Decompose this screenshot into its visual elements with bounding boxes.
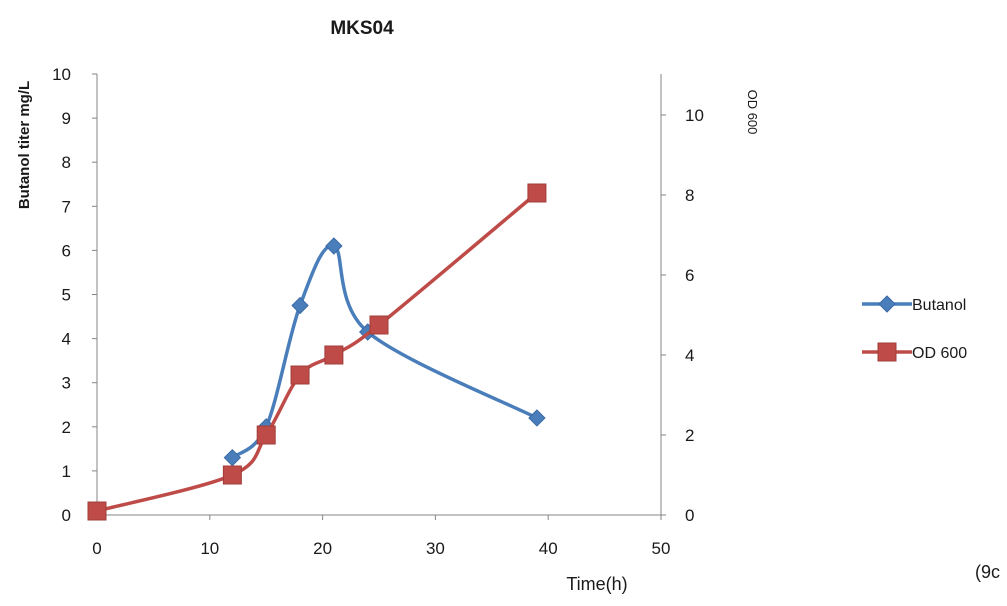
y2-tick-label: 8 bbox=[685, 186, 694, 205]
y2-axis-label: OD 600 bbox=[745, 90, 760, 135]
data-point-square bbox=[87, 501, 107, 521]
y-tick-label: 4 bbox=[62, 330, 71, 349]
y2-tick-label: 0 bbox=[685, 506, 694, 525]
legend-marker bbox=[877, 342, 897, 362]
y-tick-label: 7 bbox=[62, 197, 71, 216]
y2-tick-label: 10 bbox=[685, 106, 704, 125]
data-point-diamond bbox=[325, 237, 343, 255]
y-tick-label: 6 bbox=[62, 241, 71, 260]
x-tick-label: 0 bbox=[92, 539, 101, 558]
data-point-diamond bbox=[528, 409, 546, 427]
legend-item: Butanol bbox=[862, 295, 966, 314]
y-tick-label: 10 bbox=[52, 65, 71, 84]
x-tick-label: 40 bbox=[539, 539, 558, 558]
legend-label: Butanol bbox=[912, 297, 966, 314]
legend: Butanol OD 600 bbox=[862, 295, 967, 362]
series-od600 bbox=[87, 183, 547, 521]
y-tick-label: 2 bbox=[62, 418, 71, 437]
data-point-square bbox=[527, 183, 547, 203]
y2-tick-label: 4 bbox=[685, 346, 694, 365]
data-point-square bbox=[222, 465, 242, 485]
series-line bbox=[231, 244, 538, 460]
y2-tick-label: 6 bbox=[685, 266, 694, 285]
x-tick-label: 50 bbox=[652, 539, 671, 558]
x-axis-label: Time(h) bbox=[566, 574, 627, 594]
data-point-square bbox=[290, 365, 310, 385]
data-point-square bbox=[324, 345, 344, 365]
y-tick-label: 3 bbox=[62, 374, 71, 393]
data-point-diamond bbox=[291, 296, 309, 315]
y-tick-label: 9 bbox=[62, 109, 71, 128]
data-point-diamond bbox=[223, 448, 242, 467]
y-tick-label: 5 bbox=[62, 286, 71, 305]
y-tick-label: 1 bbox=[62, 462, 71, 481]
y-tick-label: 0 bbox=[62, 506, 71, 525]
series-line bbox=[96, 191, 539, 513]
y-tick-label: 8 bbox=[62, 153, 71, 172]
annotation-text: (9c bbox=[975, 562, 1000, 582]
data-point-square bbox=[369, 315, 389, 335]
y-axis-label: Butanol titer mg/L bbox=[16, 81, 33, 209]
axes: 0 1 2 3 4 5 6 7 8 9 10 0 10 20 30 40 50 0 2 4 6 8 10 bbox=[52, 65, 704, 558]
data-point-square bbox=[256, 425, 276, 445]
legend-label: OD 600 bbox=[912, 345, 967, 362]
x-tick-label: 30 bbox=[426, 539, 445, 558]
series-layer bbox=[87, 183, 547, 521]
legend-marker bbox=[878, 295, 896, 313]
chart-title: MKS04 bbox=[330, 18, 394, 39]
x-tick-label: 20 bbox=[313, 539, 332, 558]
x-tick-label: 10 bbox=[200, 539, 219, 558]
y2-tick-label: 2 bbox=[685, 426, 694, 445]
legend-item: OD 600 bbox=[862, 342, 967, 362]
